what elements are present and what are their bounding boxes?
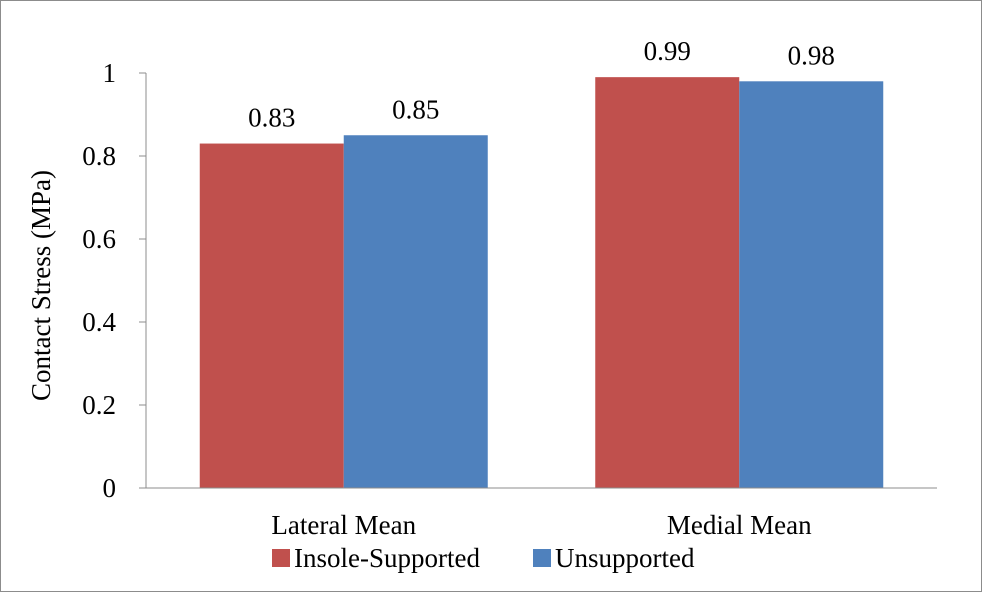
data-label: 0.98 <box>788 40 835 70</box>
y-tick-label: 1 <box>103 58 117 88</box>
value-labels: 0.83 0.85 0.99 0.98 <box>248 36 835 132</box>
legend-label: Insole-Supported <box>294 543 480 573</box>
bars <box>199 77 884 489</box>
y-tick-label: 0.6 <box>82 224 116 254</box>
bar-unsupported-0 <box>343 135 488 488</box>
bar-insole-supported-0 <box>199 143 344 489</box>
legend-swatch <box>533 549 551 567</box>
data-label: 0.85 <box>392 94 439 124</box>
y-tick-label: 0.2 <box>82 390 116 420</box>
y-tick-label: 0 <box>103 473 117 503</box>
legend: Insole-Supported Unsupported <box>272 543 695 573</box>
y-tick-label: 0.8 <box>82 141 116 171</box>
x-axis-categories: Lateral Mean Medial Mean <box>271 510 812 540</box>
legend-swatch <box>272 549 290 567</box>
data-label: 0.99 <box>644 36 691 66</box>
axes <box>145 73 937 489</box>
y-tick-label: 0.4 <box>82 307 116 337</box>
bar-unsupported-1 <box>739 81 884 489</box>
legend-label: Unsupported <box>555 543 695 573</box>
y-axis-label: Contact Stress (MPa) <box>26 170 56 401</box>
bar-insole-supported-1 <box>595 77 740 489</box>
category-label: Medial Mean <box>667 510 812 540</box>
data-label: 0.83 <box>248 103 295 133</box>
y-axis-ticks: 0 0.2 0.4 0.6 0.8 1 <box>82 58 146 503</box>
category-label: Lateral Mean <box>271 510 416 540</box>
